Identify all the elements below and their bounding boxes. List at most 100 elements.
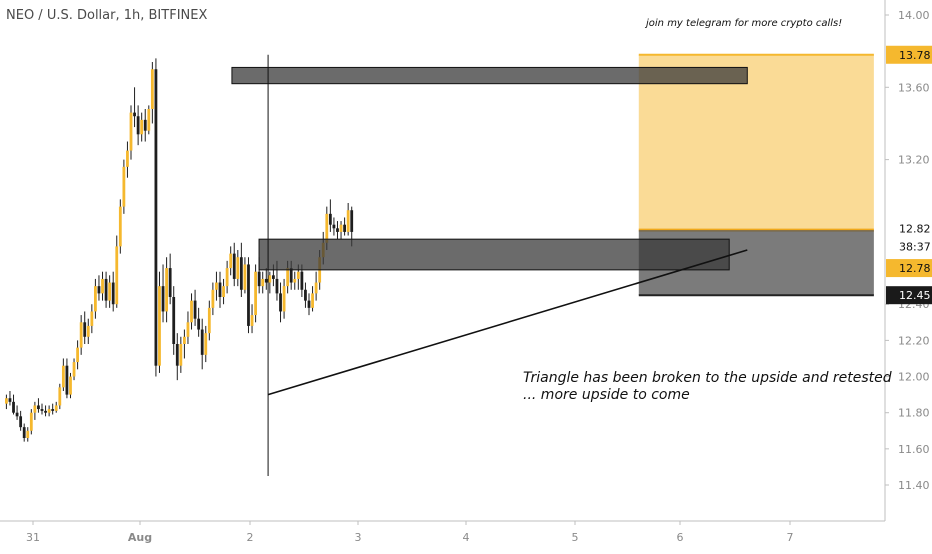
candle-body xyxy=(190,300,193,323)
candle-body xyxy=(122,166,126,207)
candle-body xyxy=(65,365,69,395)
candle-body xyxy=(289,268,293,283)
candle-body xyxy=(136,116,140,135)
candle-body xyxy=(54,405,58,411)
candle-body xyxy=(296,271,300,279)
candle-body xyxy=(90,311,94,326)
price-tag-bg xyxy=(886,219,932,238)
candle-body xyxy=(225,268,229,287)
candle-body xyxy=(8,398,12,402)
telegram-note: join my telegram for more crypto calls! xyxy=(646,18,843,29)
candle-body xyxy=(254,271,257,316)
candle-body xyxy=(94,286,97,312)
candle-body xyxy=(15,412,19,417)
price-tag-bg xyxy=(886,286,932,305)
y-tick-label: 11.60 xyxy=(898,443,930,456)
chart-title: NEO / U.S. Dollar, 1h, BITFINEX xyxy=(6,8,208,23)
candle-body xyxy=(236,257,240,279)
candle-body xyxy=(104,278,108,301)
candle-body xyxy=(37,405,40,410)
candle-body xyxy=(200,329,204,355)
x-tick-label: 2 xyxy=(247,531,254,544)
candle-body xyxy=(275,278,279,294)
candle-body xyxy=(332,224,336,229)
candle-body xyxy=(211,289,215,308)
candle-body xyxy=(293,278,297,283)
candle-body xyxy=(12,401,15,413)
candle-body xyxy=(300,271,304,290)
candle-body xyxy=(133,112,136,117)
candle-body xyxy=(218,282,222,297)
candle-body xyxy=(51,409,55,411)
x-tick-label: 5 xyxy=(572,531,579,544)
candle-body xyxy=(204,333,208,355)
candle-body xyxy=(83,322,87,337)
candle-body xyxy=(101,278,104,294)
candle-body xyxy=(311,293,314,308)
price-tag-label: 12.78 xyxy=(899,262,931,275)
candle-body xyxy=(193,300,197,319)
candle-body xyxy=(115,246,119,305)
candle-body xyxy=(22,427,26,438)
candle-body xyxy=(264,278,268,283)
breakout-box xyxy=(258,238,730,271)
x-tick-label: 7 xyxy=(787,531,794,544)
candle-body xyxy=(61,365,65,388)
candle-body xyxy=(175,344,179,366)
candle-body xyxy=(33,405,37,413)
candle-body xyxy=(86,325,90,337)
y-tick-label: 12.20 xyxy=(898,334,930,347)
candle-body xyxy=(58,387,62,406)
candle-body xyxy=(257,271,261,287)
candle-body xyxy=(143,119,147,131)
price-tag-label: 38:37 xyxy=(899,240,931,253)
candle-body xyxy=(72,362,76,377)
candle-body xyxy=(197,318,201,330)
price-tag-label: 12.82 xyxy=(899,222,931,235)
candle-body xyxy=(307,300,311,308)
y-tick-label: 13.20 xyxy=(898,154,930,167)
candle-body xyxy=(69,376,72,395)
candle-body xyxy=(118,206,122,247)
candle-body xyxy=(44,410,47,413)
candle-body xyxy=(26,430,30,438)
candle-body xyxy=(79,322,83,348)
candle-body xyxy=(140,119,144,135)
candle-body xyxy=(350,210,354,232)
candle-body xyxy=(111,282,115,305)
candle-body xyxy=(282,286,286,312)
candle-body xyxy=(154,69,158,366)
candle-body xyxy=(229,253,233,269)
candle-body xyxy=(328,213,332,225)
y-tick-label: 12.00 xyxy=(898,371,930,384)
y-tick-label: 14.00 xyxy=(898,9,930,22)
resistance-box xyxy=(231,66,748,85)
candle-body xyxy=(5,398,8,404)
candle-body xyxy=(272,275,275,279)
y-tick-label: 11.80 xyxy=(898,407,930,420)
x-tick-label: Aug xyxy=(128,531,152,544)
annotation-line-1: Triangle has been broken to the upside a… xyxy=(523,370,892,386)
candle-body xyxy=(161,286,165,312)
x-tick-label: 31 xyxy=(26,531,40,544)
candle-body xyxy=(165,268,168,312)
candle-body xyxy=(339,224,343,232)
candle-body xyxy=(150,69,154,109)
candle-body xyxy=(19,416,23,428)
y-tick-label: 13.60 xyxy=(898,81,930,94)
candle-body xyxy=(279,293,282,312)
price-tag-bg xyxy=(886,259,932,278)
price-tag-bg xyxy=(886,45,932,64)
x-tick-label: 3 xyxy=(355,531,362,544)
candle-body xyxy=(76,347,79,363)
candle-body xyxy=(215,282,218,290)
candle-body xyxy=(250,315,254,326)
x-tick-label: 6 xyxy=(677,531,684,544)
candle-body xyxy=(343,224,346,232)
candle-body xyxy=(129,112,133,151)
price-tag-label: 13.78 xyxy=(899,49,931,62)
candle-body xyxy=(147,109,151,131)
candle-body xyxy=(346,210,350,232)
